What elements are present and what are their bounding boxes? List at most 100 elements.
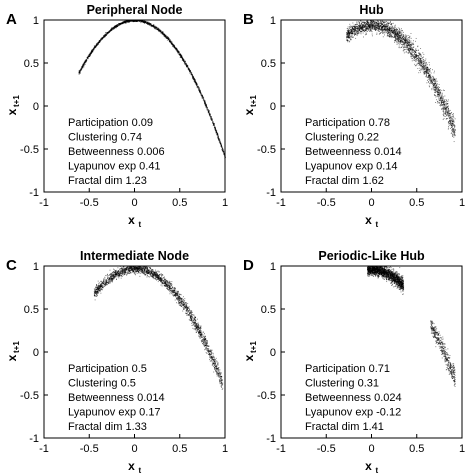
data-point bbox=[142, 21, 144, 23]
data-point bbox=[392, 31, 394, 33]
data-point bbox=[363, 27, 365, 28]
data-point bbox=[419, 54, 421, 56]
data-point bbox=[409, 42, 410, 44]
data-point bbox=[194, 80, 196, 82]
data-point bbox=[370, 23, 372, 25]
data-point bbox=[105, 34, 107, 36]
data-point bbox=[407, 53, 409, 54]
data-point bbox=[372, 24, 374, 26]
data-point bbox=[187, 66, 189, 68]
data-point bbox=[391, 37, 393, 39]
data-point bbox=[358, 30, 360, 32]
data-point bbox=[454, 131, 456, 133]
data-point bbox=[198, 326, 200, 328]
data-point bbox=[219, 141, 221, 143]
data-point bbox=[104, 35, 105, 37]
data-point bbox=[411, 58, 413, 60]
data-point bbox=[224, 154, 225, 156]
data-point bbox=[391, 26, 393, 28]
data-point bbox=[189, 69, 190, 71]
data-point bbox=[363, 22, 365, 24]
data-point bbox=[140, 20, 142, 22]
data-point bbox=[433, 79, 435, 81]
data-point bbox=[437, 88, 439, 90]
data-point bbox=[78, 71, 80, 73]
data-point bbox=[184, 62, 186, 64]
data-point bbox=[369, 26, 371, 28]
data-point bbox=[396, 43, 398, 45]
y-tick-label: -1 bbox=[266, 187, 276, 199]
data-point bbox=[434, 84, 436, 86]
data-point bbox=[390, 23, 392, 25]
data-point bbox=[216, 130, 218, 132]
data-point bbox=[445, 109, 447, 111]
data-point bbox=[387, 25, 389, 27]
data-point bbox=[190, 316, 192, 318]
data-point bbox=[387, 32, 388, 34]
data-point bbox=[348, 31, 350, 33]
data-point bbox=[423, 59, 425, 60]
data-point bbox=[417, 58, 419, 60]
data-point bbox=[449, 114, 451, 116]
data-point bbox=[449, 120, 451, 122]
data-point bbox=[406, 35, 408, 37]
data-point bbox=[388, 27, 390, 29]
data-point bbox=[418, 60, 420, 62]
data-point bbox=[384, 28, 386, 30]
data-point bbox=[388, 27, 390, 29]
data-point bbox=[390, 27, 392, 29]
data-point bbox=[358, 22, 360, 24]
data-point bbox=[357, 25, 359, 27]
data-point bbox=[376, 24, 378, 26]
data-point bbox=[429, 78, 431, 79]
data-point bbox=[159, 29, 161, 31]
x-tick-label: 1 bbox=[222, 197, 228, 209]
data-point bbox=[401, 38, 403, 40]
data-point bbox=[420, 54, 422, 56]
data-point bbox=[169, 39, 171, 40]
data-point bbox=[357, 26, 359, 27]
data-point bbox=[390, 31, 392, 33]
data-point bbox=[155, 28, 157, 30]
data-point bbox=[409, 49, 411, 51]
data-point bbox=[412, 40, 414, 42]
data-point bbox=[375, 26, 377, 28]
data-point bbox=[399, 29, 401, 30]
data-point bbox=[348, 29, 350, 31]
data-point bbox=[104, 36, 106, 38]
data-point bbox=[400, 42, 402, 44]
data-point bbox=[85, 60, 87, 61]
data-point bbox=[379, 26, 380, 28]
data-point bbox=[162, 32, 164, 34]
data-point bbox=[178, 51, 179, 53]
data-point bbox=[401, 28, 402, 30]
data-point bbox=[378, 23, 380, 24]
data-point bbox=[399, 31, 401, 32]
data-point bbox=[397, 38, 399, 40]
data-point bbox=[443, 113, 445, 115]
data-point bbox=[434, 83, 436, 84]
data-point bbox=[182, 296, 184, 298]
data-point bbox=[204, 101, 206, 103]
data-point bbox=[437, 92, 439, 94]
data-point bbox=[222, 149, 223, 151]
data-point bbox=[205, 104, 207, 106]
stat-line: Clustering 0.22 bbox=[305, 132, 379, 144]
data-point bbox=[402, 34, 404, 36]
data-point bbox=[195, 82, 197, 84]
data-point bbox=[422, 60, 424, 62]
data-point bbox=[380, 22, 382, 24]
data-point bbox=[176, 291, 178, 292]
data-point bbox=[361, 31, 362, 33]
data-point bbox=[185, 63, 187, 65]
data-point bbox=[394, 32, 396, 34]
data-point bbox=[163, 34, 165, 36]
data-point bbox=[193, 77, 195, 79]
data-point bbox=[147, 21, 149, 23]
data-point bbox=[127, 21, 129, 23]
data-point bbox=[432, 78, 434, 80]
data-point bbox=[126, 20, 128, 22]
data-point bbox=[215, 130, 217, 132]
data-point bbox=[218, 139, 220, 141]
data-point bbox=[453, 135, 455, 137]
